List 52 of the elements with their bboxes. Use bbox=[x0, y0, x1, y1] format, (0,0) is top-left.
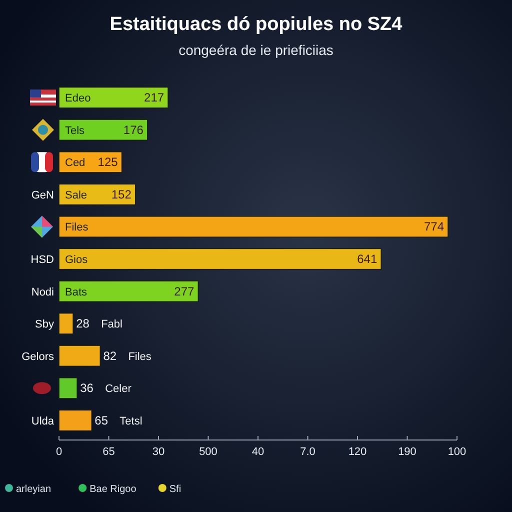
text: 65 bbox=[102, 446, 115, 458]
chart-subtitle: congeéra de ie prieficiias bbox=[178, 42, 334, 58]
data-label: 82 bbox=[103, 348, 117, 363]
data-label: 277 bbox=[174, 284, 195, 298]
y-tick-label: HSD bbox=[30, 254, 54, 266]
annotation: Edeo bbox=[65, 92, 91, 105]
data-label: 176 bbox=[123, 122, 144, 137]
annotation: Bats bbox=[65, 286, 88, 298]
data-label: 125 bbox=[98, 155, 118, 170]
bar bbox=[58, 86, 168, 108]
data-label: 152 bbox=[111, 187, 132, 202]
text: 100 bbox=[448, 446, 466, 458]
data-label: 28 bbox=[76, 316, 90, 331]
data-label: 36 bbox=[80, 381, 94, 396]
annotation: Sale bbox=[65, 189, 88, 202]
y-tick-label: Sby bbox=[35, 318, 54, 331]
annotation: Files bbox=[65, 222, 89, 234]
bar bbox=[58, 345, 101, 367]
bar bbox=[58, 377, 78, 399]
legend-label: Sfi bbox=[169, 484, 182, 495]
text: 190 bbox=[398, 446, 416, 458]
annotation: Tetsl bbox=[120, 415, 142, 428]
legend-label: arleyian bbox=[16, 484, 52, 495]
y-tick-label: Ulda bbox=[31, 415, 55, 428]
bar bbox=[58, 119, 148, 141]
data-label: 774 bbox=[424, 220, 444, 234]
annotation: Files bbox=[128, 350, 152, 363]
annotation: Fabl bbox=[101, 318, 122, 331]
y-tick-label: GeN bbox=[31, 189, 54, 202]
text: 120 bbox=[348, 446, 367, 458]
annotation: Gios bbox=[65, 254, 88, 266]
bar bbox=[58, 184, 136, 206]
text: 30 bbox=[152, 446, 165, 458]
data-label: 217 bbox=[144, 90, 164, 105]
data-label: 65 bbox=[94, 413, 108, 428]
bar bbox=[58, 312, 74, 334]
bar bbox=[58, 248, 382, 270]
bar bbox=[58, 216, 448, 238]
text: 40 bbox=[252, 446, 264, 458]
annotation: Ced bbox=[65, 157, 86, 170]
y-tick-label: Nodi bbox=[31, 286, 54, 298]
text: 7.0 bbox=[300, 446, 316, 458]
text: 500 bbox=[199, 446, 218, 458]
legend-label: Bae Rigoo bbox=[90, 484, 137, 495]
y-tick-label: Gelors bbox=[22, 350, 54, 363]
annotation: Celer bbox=[105, 383, 132, 396]
data-label: 641 bbox=[357, 252, 378, 266]
bar bbox=[58, 280, 199, 302]
chart-title: Estaitiquacs dó popiules no SZ4 bbox=[110, 14, 403, 35]
annotation: Tels bbox=[65, 124, 86, 137]
text: 0 bbox=[56, 446, 62, 458]
bar bbox=[58, 410, 92, 432]
